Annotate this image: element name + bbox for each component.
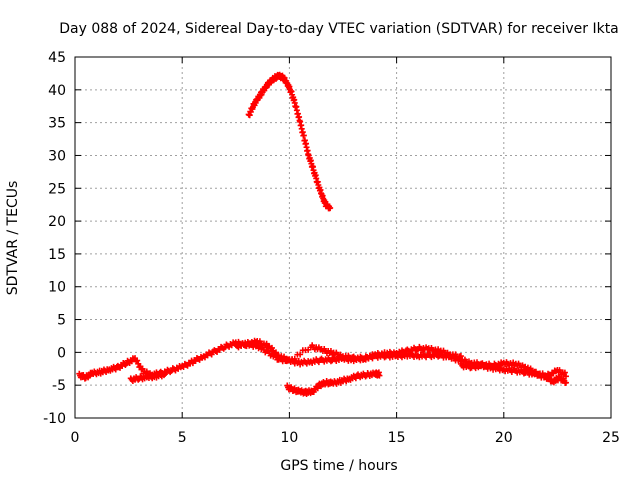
x-tick-label: 15 [388, 430, 406, 446]
data-point [562, 379, 569, 386]
data-point [291, 355, 298, 362]
x-tick-label: 5 [178, 430, 187, 446]
plot-frame [74, 56, 612, 419]
data-point [160, 372, 167, 379]
series-high-arc [245, 71, 334, 212]
y-tick-label: 20 [48, 214, 66, 230]
y-tick-label: 45 [48, 50, 66, 66]
y-axis-title: SDTVAR / TECUs [5, 181, 21, 296]
chart-title: Day 088 of 2024, Sidereal Day-to-day VTE… [59, 21, 619, 37]
y-tick-label: 10 [48, 280, 66, 296]
data-point [162, 371, 169, 378]
data-points [76, 71, 569, 398]
data-point [134, 357, 141, 364]
grid-lines [75, 57, 611, 418]
data-point [327, 204, 334, 211]
y-tick-label: 25 [48, 181, 66, 197]
data-point [376, 372, 383, 379]
y-tick-label: 40 [48, 83, 66, 99]
series-low-arc [284, 369, 383, 398]
y-tick-label: 0 [57, 345, 66, 361]
axis-ticks: 0 5 10 15 20 25 -10 -5 0 5 10 15 20 25 30 35 40 45 [43, 50, 620, 446]
data-point [457, 353, 464, 360]
x-tick-label: 25 [602, 430, 620, 446]
y-tick-label: 5 [57, 313, 66, 329]
series-lower-branch [127, 360, 569, 387]
y-tick-label: 30 [48, 148, 66, 164]
y-tick-label: 15 [48, 247, 66, 263]
data-point [561, 369, 568, 376]
data-point [297, 351, 304, 358]
y-tick-label: 35 [48, 116, 66, 132]
series-upper-branch [232, 337, 464, 365]
x-tick-label: 20 [495, 430, 513, 446]
data-point [300, 132, 307, 139]
x-axis-title: GPS time / hours [280, 458, 397, 474]
y-tick-label: -5 [52, 378, 66, 394]
x-tick-label: 10 [280, 430, 298, 446]
y-tick-label: -10 [43, 411, 66, 427]
x-tick-label: 0 [71, 430, 80, 446]
data-point [314, 385, 321, 392]
